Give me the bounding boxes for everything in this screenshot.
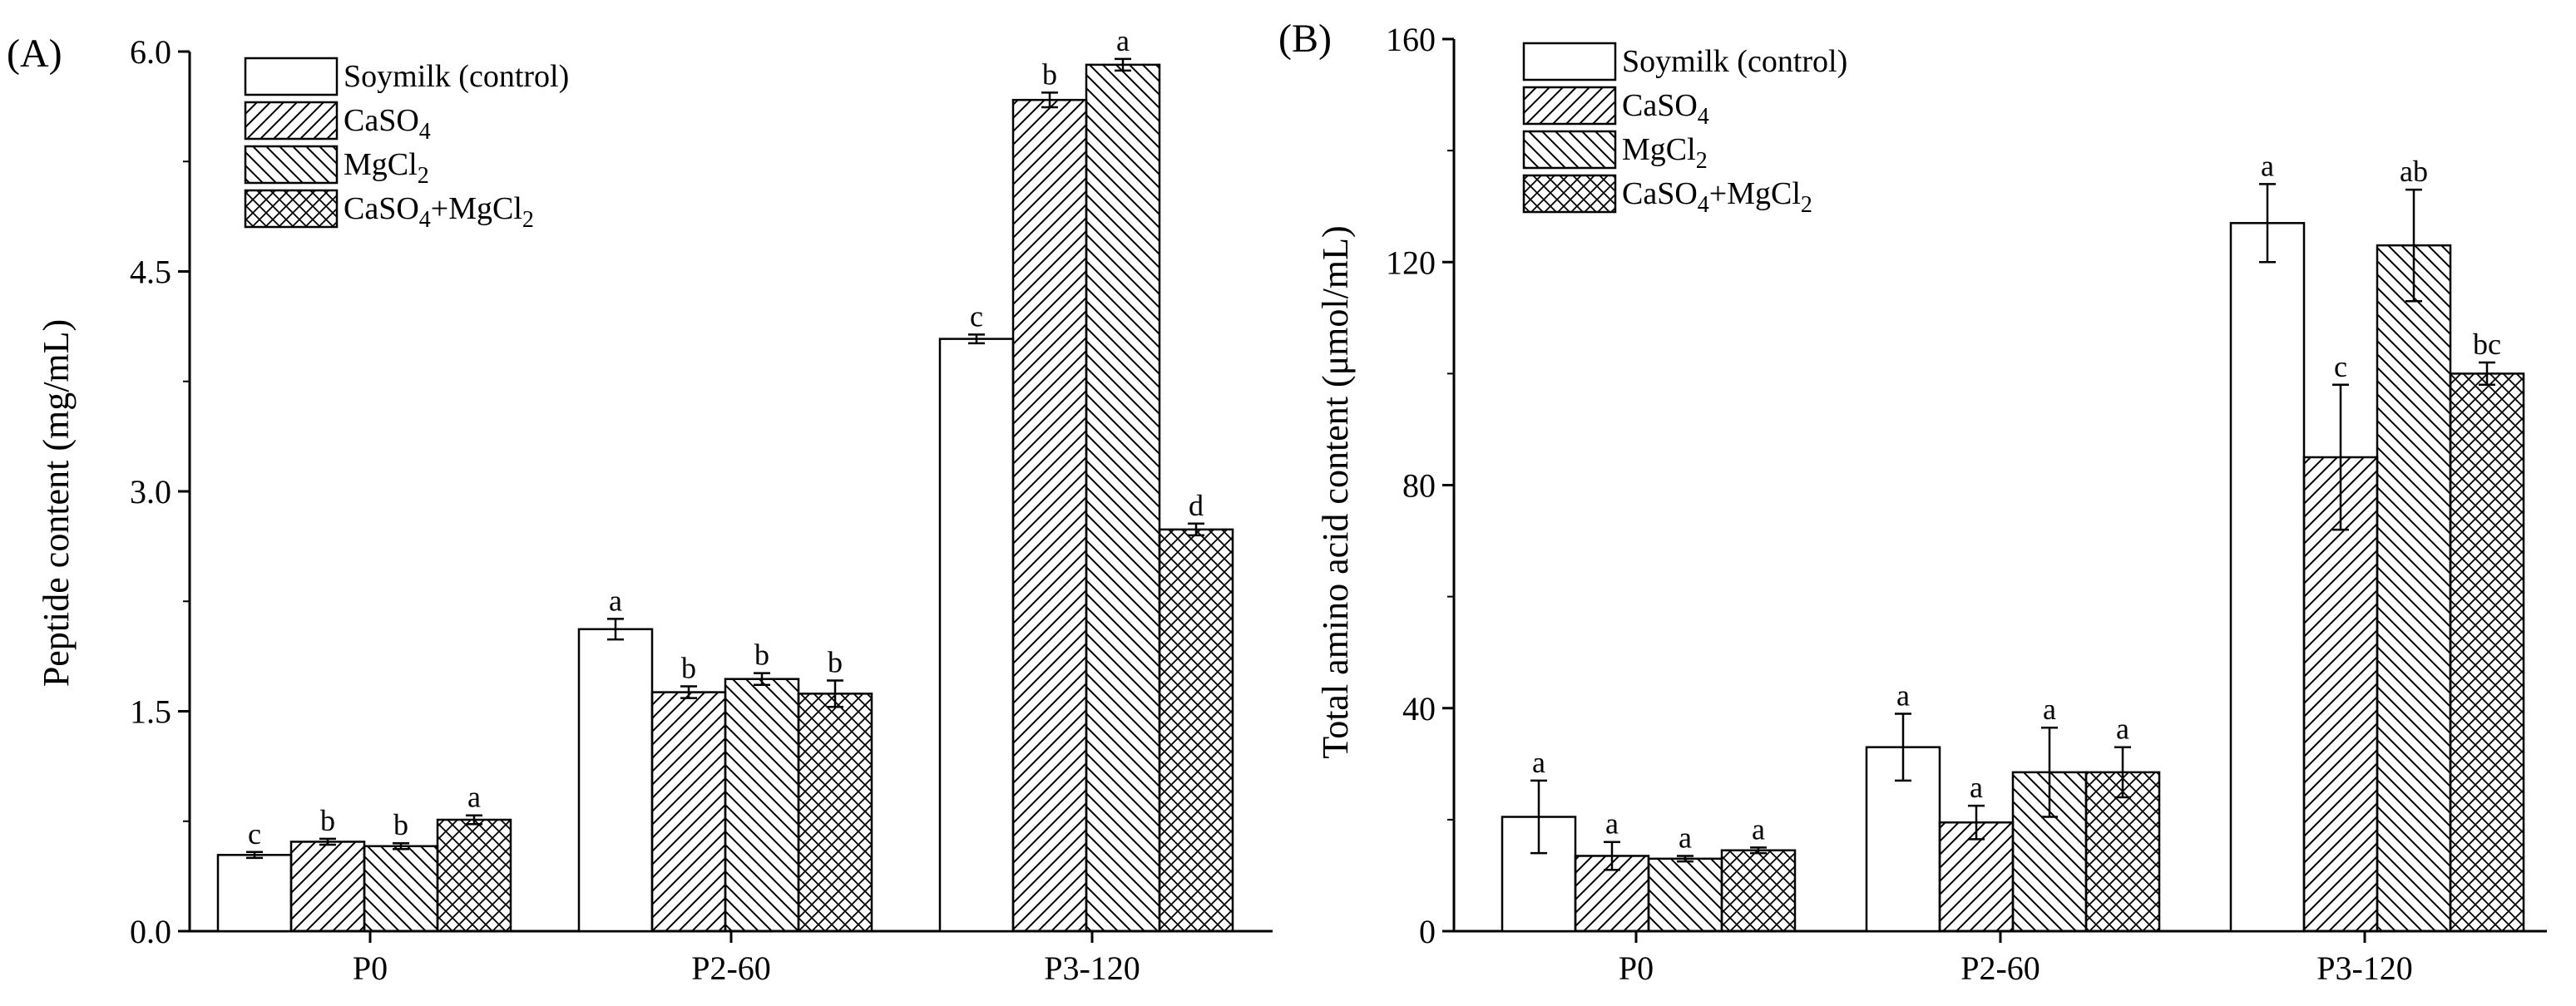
legend-label: MgCl2 bbox=[1622, 132, 1708, 174]
panel-b: (B) Total amino acid content (μmol/mL) 0… bbox=[1278, 17, 2547, 987]
plot-area-a: 0.0 1.5 3.0 4.5 6.0 P0 c b b a P2-60 a b b b P3-120 c b a d bbox=[130, 24, 1273, 987]
plot-area-b: 0 40 80 120 160 P0 a a a a P2-60 a a a a P3-120 a c ab bc bbox=[1386, 21, 2547, 987]
legend-label: Soymilk (control) bbox=[344, 59, 569, 94]
bar bbox=[436, 818, 512, 933]
bar bbox=[1720, 849, 1797, 933]
bar bbox=[724, 678, 800, 933]
significance-letter: a bbox=[1116, 24, 1130, 57]
bar bbox=[1011, 98, 1088, 933]
legend-swatch bbox=[244, 57, 339, 96]
significance-letter: bc bbox=[2473, 328, 2501, 361]
legend-swatch bbox=[1522, 130, 1617, 170]
significance-letter: b bbox=[393, 808, 408, 841]
bar bbox=[2084, 771, 2161, 933]
significance-letter: ab bbox=[2400, 155, 2428, 188]
bar bbox=[216, 854, 293, 933]
panel-a: (A) Peptide content (mg/mL) 0.0 1.5 3.0 4.5… bbox=[7, 24, 1273, 987]
legend-swatch bbox=[244, 101, 339, 141]
y-tick-label: 160 bbox=[1386, 21, 1436, 58]
significance-letter: a bbox=[1605, 807, 1619, 841]
significance-letter: a bbox=[2043, 693, 2056, 726]
y-tick-label: 120 bbox=[1386, 244, 1436, 281]
y-tick-label: 0 bbox=[1419, 913, 1436, 950]
significance-letter: b bbox=[681, 652, 696, 685]
legend-label: MgCl2 bbox=[344, 147, 429, 189]
y-tick-label: 40 bbox=[1402, 690, 1436, 727]
y-tick-label: 3.0 bbox=[130, 473, 171, 510]
y-tick-label: 6.0 bbox=[130, 33, 171, 71]
legend-label: Soymilk (control) bbox=[1622, 44, 1847, 79]
bar bbox=[2376, 244, 2452, 933]
bar bbox=[938, 338, 1015, 933]
legend-swatch bbox=[1522, 86, 1617, 126]
bar bbox=[1085, 63, 1161, 933]
significance-letter: a bbox=[1532, 746, 1545, 779]
bar bbox=[650, 691, 727, 933]
bar bbox=[289, 841, 366, 933]
legend-swatch bbox=[244, 189, 339, 229]
significance-letter: a bbox=[2261, 149, 2274, 182]
significance-letter: b bbox=[320, 804, 335, 837]
x-tick-label: P3-120 bbox=[2316, 949, 2413, 987]
x-tick-label: P3-120 bbox=[1044, 949, 1140, 987]
significance-letter: a bbox=[1896, 678, 1910, 712]
significance-letter: a bbox=[2116, 713, 2129, 746]
significance-letter: b bbox=[754, 639, 769, 672]
significance-letter: c bbox=[2334, 350, 2347, 383]
bar bbox=[1647, 857, 1723, 933]
bar bbox=[577, 628, 654, 933]
legend-swatch bbox=[244, 145, 339, 185]
legend-label: CaSO4+MgCl2 bbox=[1622, 176, 1812, 218]
legend-label: CaSO4 bbox=[1622, 88, 1709, 130]
panel-label-a: (A) bbox=[7, 32, 62, 76]
bar bbox=[1158, 528, 1234, 933]
bar bbox=[2229, 222, 2306, 933]
legend-swatch bbox=[1522, 174, 1617, 214]
x-tick-label: P2-60 bbox=[691, 949, 771, 987]
significance-letter: b bbox=[1042, 57, 1057, 91]
y-tick-label: 80 bbox=[1402, 467, 1436, 505]
legend-label: CaSO4+MgCl2 bbox=[344, 191, 534, 233]
significance-letter: a bbox=[467, 781, 481, 814]
legend-label: CaSO4 bbox=[344, 103, 431, 145]
y-tick-label: 0.0 bbox=[130, 913, 171, 950]
bar bbox=[363, 845, 439, 933]
significance-letter: a bbox=[1679, 821, 1692, 854]
y-axis-label-b: Total amino acid content (μmol/mL) bbox=[1315, 225, 1356, 758]
x-tick-label: P0 bbox=[1619, 949, 1654, 987]
legend-swatch bbox=[1522, 42, 1617, 81]
bar bbox=[797, 693, 873, 933]
panel-label-b: (B) bbox=[1278, 17, 1332, 61]
y-tick-label: 4.5 bbox=[130, 254, 171, 291]
significance-letter: c bbox=[970, 299, 983, 333]
significance-letter: a bbox=[609, 584, 622, 617]
significance-letter: a bbox=[1752, 812, 1765, 846]
bar bbox=[2449, 372, 2525, 933]
x-tick-label: P0 bbox=[353, 949, 388, 987]
x-tick-label: P2-60 bbox=[1960, 949, 2040, 987]
significance-letter: d bbox=[1189, 489, 1204, 522]
y-tick-label: 1.5 bbox=[130, 693, 171, 731]
significance-letter: c bbox=[248, 817, 261, 851]
significance-letter: b bbox=[828, 645, 843, 678]
significance-letter: a bbox=[1970, 771, 1983, 804]
y-axis-label-a: Peptide content (mg/mL) bbox=[36, 319, 77, 687]
